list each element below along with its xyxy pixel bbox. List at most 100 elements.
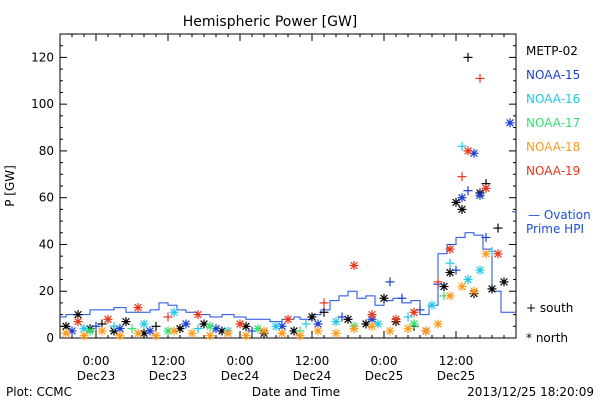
data-point (103, 314, 113, 324)
data-point (481, 249, 491, 259)
data-point (187, 328, 197, 338)
data-point (175, 324, 185, 334)
data-point (493, 223, 503, 233)
legend-entry: NOAA-19 (526, 164, 580, 178)
data-point (193, 310, 203, 320)
data-point (331, 317, 341, 327)
data-point (295, 331, 305, 341)
legend: METP-02 NOAA-15 NOAA-16 NOAA-17 NOAA-18 NOAA-… (526, 44, 580, 178)
north-marker-legend: * north (526, 331, 568, 345)
x-axis-label: Date and Time (252, 385, 340, 399)
x-tick-date-label: Dec25 (437, 369, 476, 383)
x-tick-time-label: 12:00 (151, 354, 186, 368)
x-tick-date-label: Dec23 (77, 369, 116, 383)
data-point (319, 307, 329, 317)
data-point (457, 141, 467, 151)
x-tick-date-label: Dec24 (221, 369, 260, 383)
data-point (85, 326, 95, 336)
data-point (445, 291, 455, 301)
data-point (121, 317, 131, 327)
ovation-prime-hpi-line (60, 232, 516, 323)
y-tick-label: 0 (46, 331, 54, 345)
data-point (457, 282, 467, 292)
data-point (367, 321, 377, 331)
data-point (259, 326, 269, 336)
data-point (397, 293, 407, 303)
legend-entry: NOAA-18 (526, 140, 580, 154)
data-point (301, 319, 311, 329)
data-point (475, 190, 485, 200)
data-point (457, 204, 467, 214)
data-point (163, 312, 173, 322)
legend-entry: NOAA-15 (526, 68, 580, 82)
data-point (145, 326, 155, 336)
data-point (433, 319, 443, 329)
data-point (235, 319, 245, 329)
data-point (193, 324, 203, 334)
data-point (331, 328, 341, 338)
y-tick-label: 60 (39, 191, 54, 205)
x-tick-date-label: Dec23 (149, 369, 188, 383)
y-tick-label: 40 (39, 237, 54, 251)
data-point (445, 258, 455, 268)
x-tick-time-label: 0:00 (371, 354, 398, 368)
data-point (79, 331, 89, 341)
footer-plot-source: Plot: CCMC (6, 385, 72, 399)
data-point (271, 321, 281, 331)
data-point (109, 321, 119, 331)
data-point (439, 282, 449, 292)
data-point (169, 326, 179, 336)
data-point (283, 314, 293, 324)
legend-entry: METP-02 (526, 44, 578, 58)
ovation-label: — Ovation (528, 208, 591, 222)
data-point (73, 317, 83, 327)
data-point (349, 324, 359, 334)
data-point (421, 326, 431, 336)
data-point (475, 73, 485, 83)
data-point (319, 298, 329, 308)
y-tick-label: 100 (31, 97, 54, 111)
data-point (307, 312, 317, 322)
data-point (463, 275, 473, 285)
data-point (469, 286, 479, 296)
data-point (463, 186, 473, 196)
data-point (73, 310, 83, 320)
south-marker-legend: + south (526, 301, 573, 315)
data-point (61, 328, 71, 338)
legend-entry: NOAA-16 (526, 92, 580, 106)
data-point (445, 268, 455, 278)
data-point (223, 328, 233, 338)
y-tick-label: 20 (39, 284, 54, 298)
chart-title: Hemispheric Power [GW] (183, 14, 358, 30)
data-point (313, 326, 323, 336)
data-point (451, 197, 461, 207)
data-point (205, 331, 215, 341)
data-point (337, 312, 347, 322)
data-point (457, 172, 467, 182)
ovation-label-line2: Prime HPI (526, 222, 584, 236)
y-axis-label: P [GW] (3, 165, 17, 207)
data-point (379, 293, 389, 303)
footer-timestamp: 2013/12/25 18:20:09 (467, 385, 594, 399)
data-point (205, 321, 215, 331)
data-point (151, 331, 161, 341)
data-points (61, 52, 515, 341)
x-tick-date-label: Dec24 (293, 369, 332, 383)
x-axis: 0:00Dec2312:00Dec230:00Dec2412:00Dec240:… (59, 34, 517, 383)
data-point (481, 183, 491, 193)
data-point (409, 307, 419, 317)
data-point (385, 326, 395, 336)
data-point (409, 319, 419, 329)
data-point (457, 193, 467, 203)
data-point (499, 277, 509, 287)
data-point (169, 307, 179, 317)
x-tick-time-label: 0:00 (227, 354, 254, 368)
data-point (151, 321, 161, 331)
data-point (277, 328, 287, 338)
data-point (463, 146, 473, 156)
data-point (487, 284, 497, 294)
data-point (493, 249, 503, 259)
data-point (367, 310, 377, 320)
data-point (133, 328, 143, 338)
